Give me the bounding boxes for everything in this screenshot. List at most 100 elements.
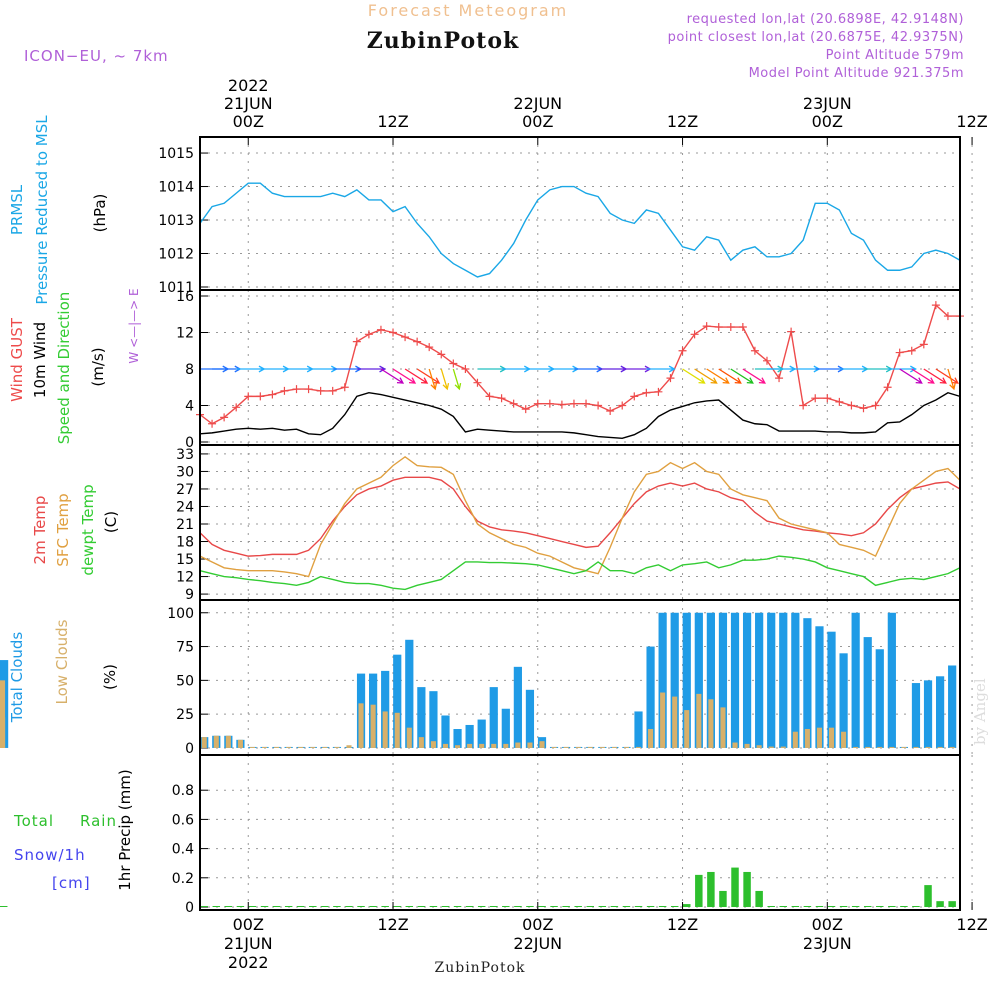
bar-total-rain <box>767 906 775 907</box>
bar-total-rain <box>707 871 715 907</box>
bar-low-clouds <box>635 746 642 748</box>
bar-total-rain <box>502 906 510 907</box>
bar-total-rain <box>622 906 631 907</box>
gust-marker <box>702 322 711 331</box>
bar-low-clouds <box>696 693 702 748</box>
gust-marker <box>943 312 952 321</box>
bar-total-rain <box>212 906 221 907</box>
wind-arrow <box>356 365 387 373</box>
bar-low-clouds <box>889 746 895 748</box>
wind-arrow <box>730 368 754 384</box>
line-2m-temp <box>199 476 961 557</box>
bar-total-clouds <box>513 666 522 748</box>
bar-low-clouds <box>370 704 376 748</box>
panels-layer: 1011 1012 1013 1014 1015 PRMSL Pressure Reduce… <box>0 115 973 916</box>
ylabel-temp2m: 2m Temp <box>31 496 49 565</box>
bar-total-rain <box>0 906 8 907</box>
bar-low-clouds <box>249 746 256 748</box>
bar-total-rain <box>815 906 824 907</box>
bar-total-rain <box>731 867 739 907</box>
bottom-time-label: 21JUN <box>224 934 273 953</box>
wind-arrow <box>899 368 923 384</box>
bar-low-clouds <box>877 746 883 748</box>
gust-marker <box>545 399 554 408</box>
bar-low-clouds <box>430 741 436 748</box>
unit-precip: 1hr Precip (mm) <box>116 769 134 890</box>
gust-marker <box>413 337 422 346</box>
top-time-label: 00Z <box>812 112 843 131</box>
gust-marker <box>606 406 615 415</box>
bar-total-rain <box>345 906 353 907</box>
bar-total-rain <box>490 906 498 907</box>
line-dewpt-temp <box>199 555 961 591</box>
wind-arrow <box>308 365 338 373</box>
gust-marker <box>654 387 663 396</box>
gust-marker <box>473 378 482 387</box>
bar-total-clouds <box>393 654 402 748</box>
bar-total-rain <box>224 906 233 907</box>
gust-marker <box>461 365 470 373</box>
wind-arrow <box>477 365 507 373</box>
gust-marker <box>497 394 506 403</box>
line-wind-gust <box>199 303 960 425</box>
bar-total-rain <box>646 906 655 907</box>
bar-total-clouds <box>405 639 414 748</box>
bar-total-clouds <box>658 612 667 748</box>
gust-marker <box>389 328 398 337</box>
bar-total-clouds <box>694 612 703 748</box>
gust-marker <box>316 386 325 395</box>
wind-arrow <box>284 365 314 373</box>
bar-total-clouds <box>948 665 957 748</box>
bar-total-rain <box>683 904 691 907</box>
bar-total-rain <box>610 906 619 907</box>
wind-arrow <box>212 365 242 373</box>
top-time-label: 00Z <box>233 112 264 131</box>
bar-low-clouds <box>744 743 750 748</box>
gust-marker <box>714 323 723 332</box>
bar-total-rain <box>936 901 944 907</box>
wind-arrow <box>332 365 363 373</box>
wind-arrow <box>573 365 604 373</box>
bottom-time-label: 22JUN <box>513 934 562 953</box>
bar-total-rain <box>538 906 546 907</box>
unit-percent: (%) <box>101 664 119 690</box>
gust-marker <box>895 348 904 357</box>
gust-marker <box>847 401 856 410</box>
wind-arrow <box>380 368 405 384</box>
bar-total-rain <box>586 906 594 907</box>
bar-total-rain <box>755 890 763 907</box>
ytick-label: 1013 <box>158 213 194 229</box>
bar-low-clouds <box>792 731 798 748</box>
ytick-label: 18 <box>176 535 194 551</box>
bar-low-clouds <box>515 742 521 748</box>
gust-marker <box>364 330 373 339</box>
gust-marker <box>678 346 687 355</box>
bar-total-clouds <box>381 670 390 748</box>
label-cm: [cm] <box>52 874 91 892</box>
wind-arrow <box>236 365 266 373</box>
panel-precip: 0 0.2 0.4 0.6 0.8 Total Rain Snow/1h [cm] 1hr Pre… <box>0 754 973 916</box>
bar-low-clouds <box>394 712 400 748</box>
gust-marker <box>738 323 747 332</box>
bar-total-clouds <box>911 683 921 748</box>
wind-arrow <box>452 368 462 391</box>
bar-total-clouds <box>429 691 438 748</box>
panel-labels: PRMSL Pressure Reduced to MSL (hPa) <box>8 115 109 305</box>
ytick-label: 12 <box>176 570 194 586</box>
ylabel-gust: Wind GUST <box>8 317 26 402</box>
bar-low-clouds <box>358 703 364 748</box>
ytick-label: 0.6 <box>172 812 194 828</box>
ytick-label: 33 <box>176 447 194 463</box>
bar-total-rain <box>393 906 401 907</box>
location-title: ZubinPotok <box>367 28 520 54</box>
bar-low-clouds <box>780 746 786 748</box>
panel-labels: Total Rain Snow/1h [cm] 1hr Precip (mm) <box>13 769 134 892</box>
wind-arrow <box>694 368 718 384</box>
bar-total-rain <box>876 906 884 907</box>
bar-total-rain <box>924 885 932 907</box>
bar-total-rain <box>236 906 245 907</box>
bar-low-clouds <box>708 699 714 748</box>
bar-total-rain <box>743 871 751 907</box>
bar-low-clouds <box>865 746 871 748</box>
